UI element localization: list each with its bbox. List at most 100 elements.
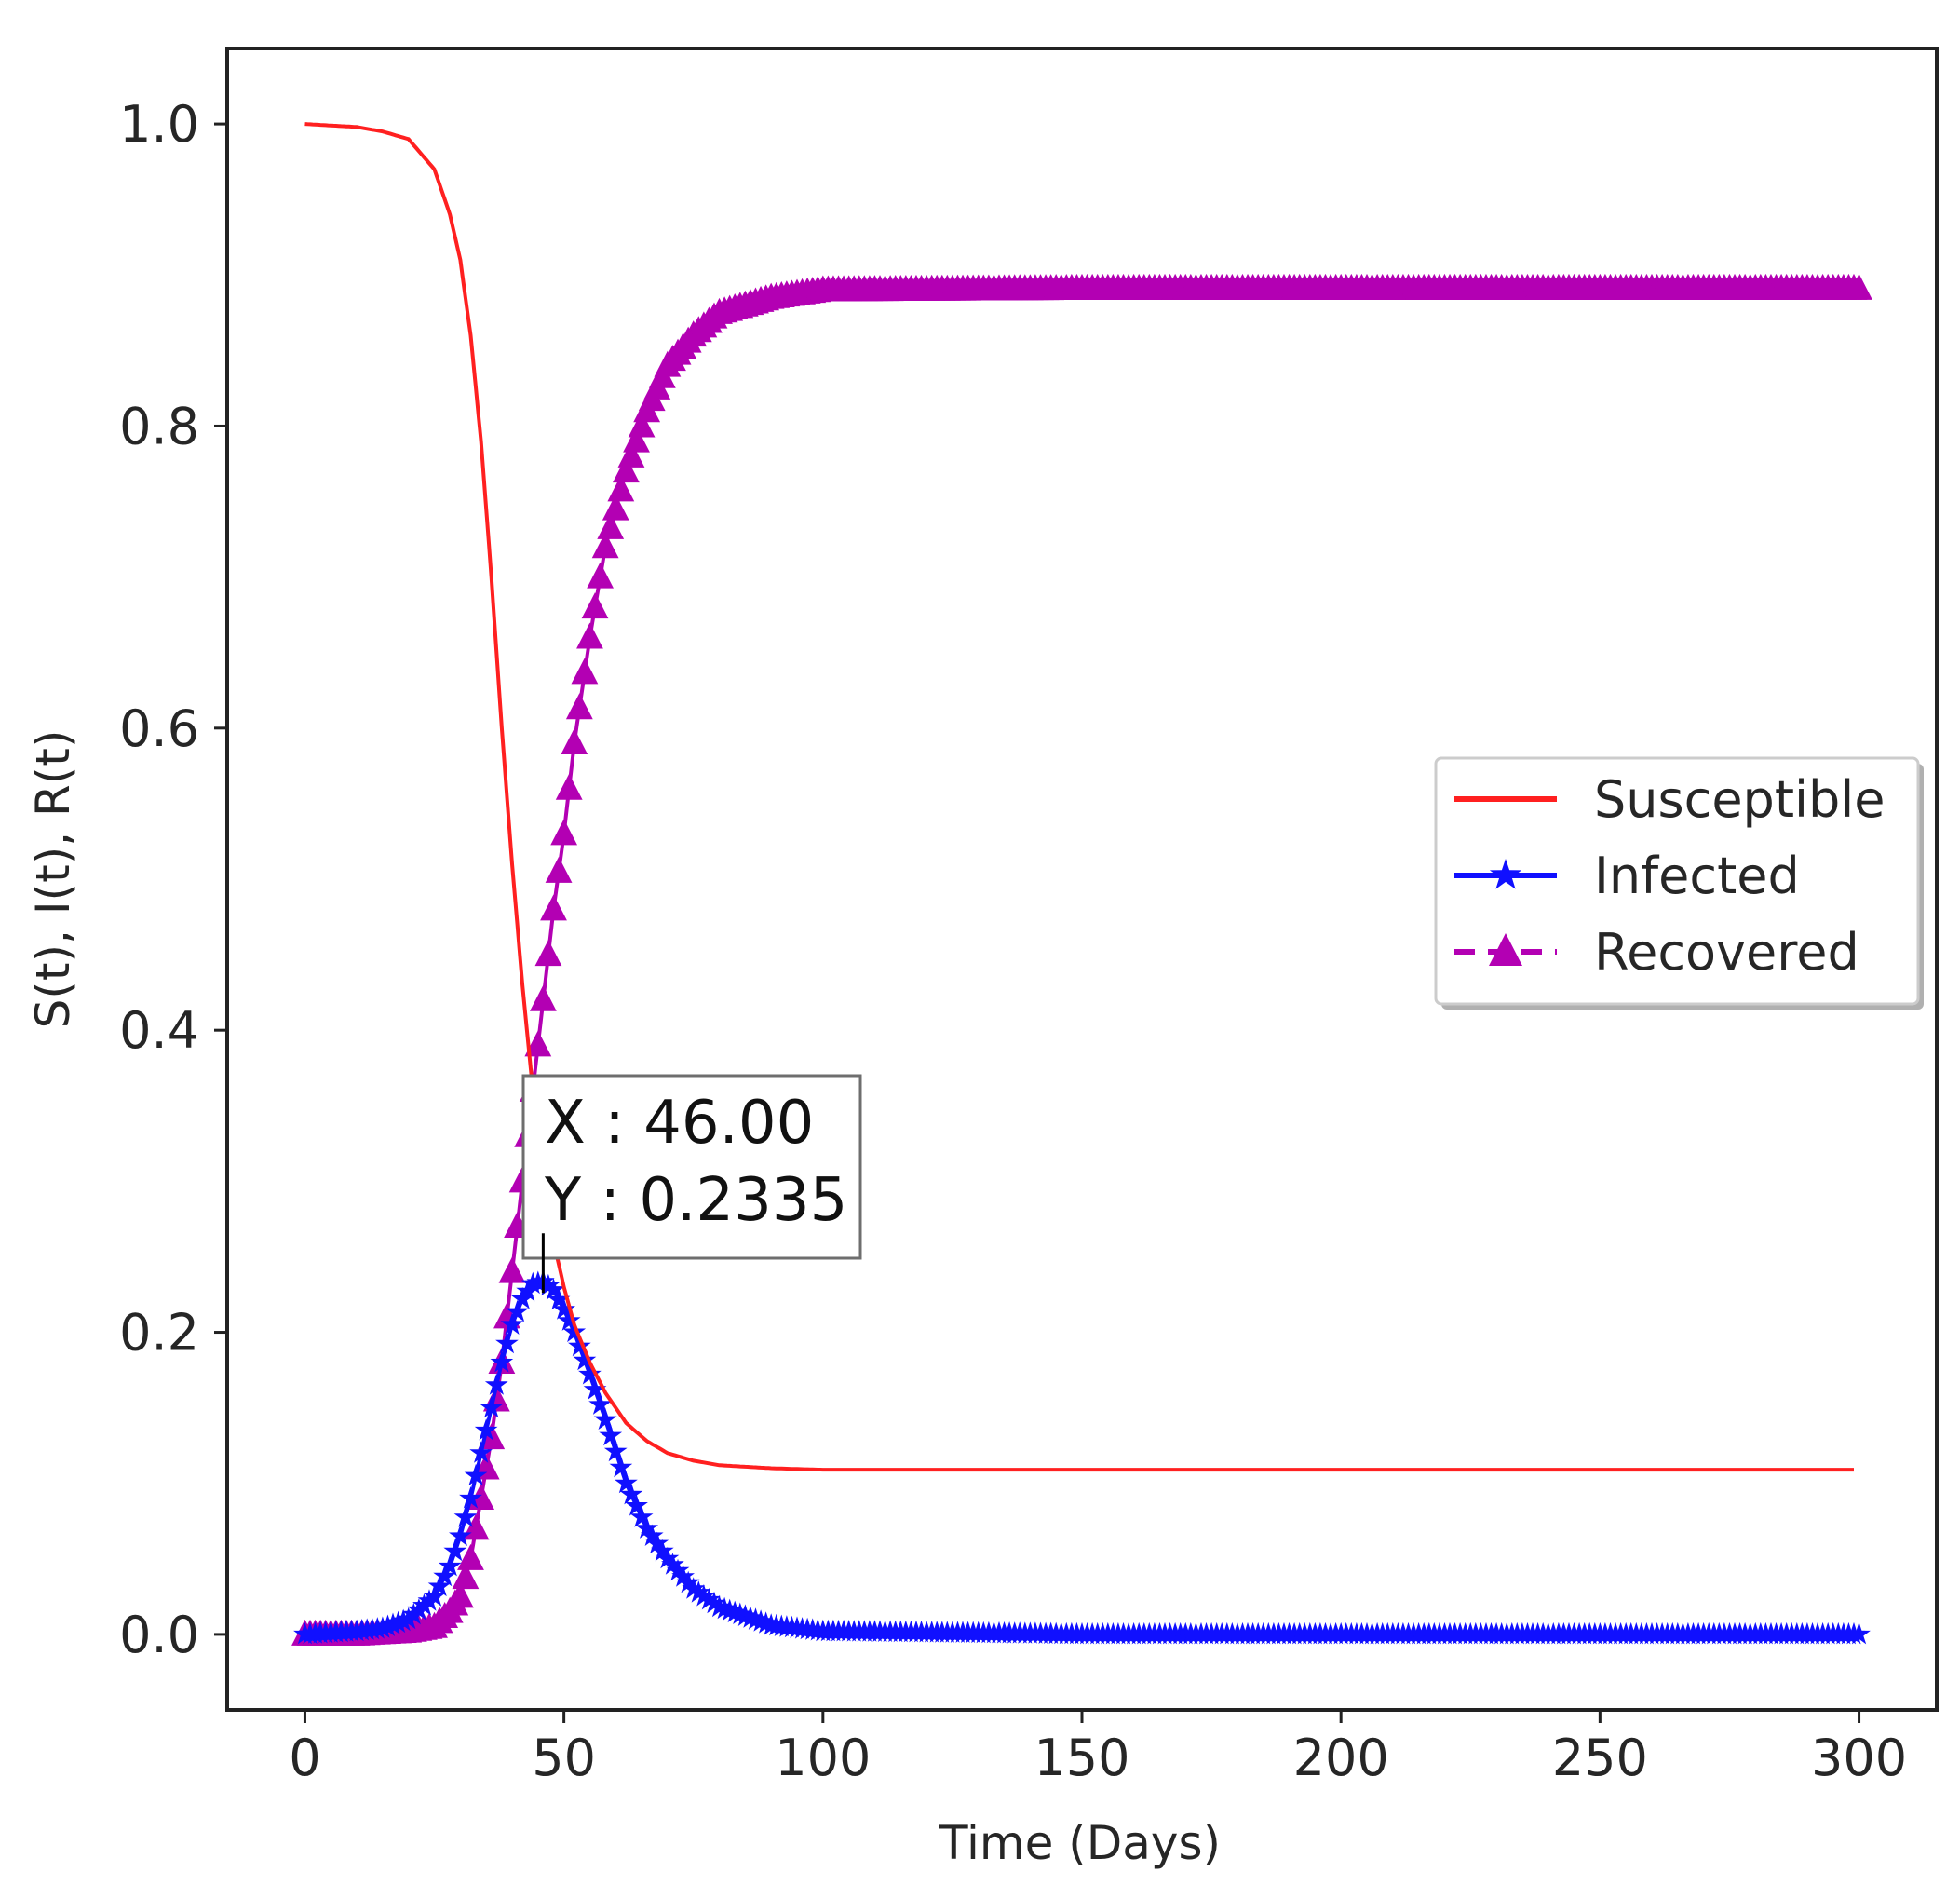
infected-point xyxy=(480,1395,504,1418)
series-line-infected xyxy=(304,1280,1859,1636)
x-tick-label: 250 xyxy=(1552,1729,1648,1787)
y-tick-label: 0.6 xyxy=(119,699,199,758)
infected-point xyxy=(547,1287,571,1310)
infected-point xyxy=(469,1441,493,1463)
x-tick-label: 0 xyxy=(289,1729,320,1787)
recovered-point xyxy=(581,592,609,619)
recovered-point xyxy=(591,532,619,559)
infected-point xyxy=(609,1455,633,1478)
x-tick-label: 300 xyxy=(1811,1729,1907,1787)
y-tick-label: 0.0 xyxy=(119,1606,199,1664)
infected-point xyxy=(568,1334,591,1357)
infected-point xyxy=(656,1546,680,1569)
x-tick-label: 150 xyxy=(1034,1729,1129,1787)
recovered-point xyxy=(576,622,603,649)
recovered-point xyxy=(623,426,650,453)
x-axis-label: Time (Days) xyxy=(939,1816,1221,1870)
infected-point xyxy=(397,1607,421,1630)
recovered-point xyxy=(457,1543,484,1570)
legend-item-infected: Infected xyxy=(1454,847,1800,905)
y-tick-label: 1.0 xyxy=(119,95,199,154)
infected-point xyxy=(702,1591,726,1614)
infected-point xyxy=(629,1505,654,1527)
infected-point xyxy=(588,1392,612,1415)
recovered-point xyxy=(561,728,588,755)
infected-point xyxy=(449,1524,472,1546)
legend-label: Recovered xyxy=(1594,923,1859,982)
infected-point xyxy=(427,1574,452,1597)
recovered-point xyxy=(545,856,573,883)
x-tick-label: 50 xyxy=(532,1729,596,1787)
infected-point xyxy=(490,1350,514,1373)
legend-items: Susceptible Infected Recovered xyxy=(1454,770,1886,982)
infected-point xyxy=(443,1539,467,1562)
infected-point xyxy=(552,1297,575,1320)
datatip-box xyxy=(521,1074,862,1260)
recovered-point xyxy=(1845,273,1872,300)
infected-point xyxy=(697,1587,721,1610)
infected-point xyxy=(666,1558,690,1581)
datatip-x-label: X : 46.00 xyxy=(545,1089,814,1158)
y-tick-label: 0.4 xyxy=(119,1001,199,1060)
recovered-point xyxy=(529,984,557,1011)
legend-triangle-marker xyxy=(1489,933,1522,966)
infected-point xyxy=(412,1593,436,1616)
recovered-point xyxy=(613,456,640,483)
infected-point xyxy=(557,1309,581,1331)
infected-point xyxy=(401,1602,426,1625)
infected-point xyxy=(671,1565,695,1587)
infected-point xyxy=(453,1505,478,1527)
legend-label: Infected xyxy=(1594,847,1800,905)
infected-point xyxy=(407,1598,431,1621)
y-tick-label: 0.8 xyxy=(119,397,199,455)
datatip: X : 46.00 Y : 0.2335 xyxy=(521,1074,862,1294)
recovered-point xyxy=(534,940,562,967)
x-tick-label: 100 xyxy=(775,1729,871,1787)
recovered-point xyxy=(587,562,614,589)
recovered-point xyxy=(550,819,578,846)
recovered-point xyxy=(617,441,645,468)
infected-point xyxy=(1847,1621,1871,1645)
recovered-point xyxy=(607,475,635,502)
legend: Susceptible Infected Recovered xyxy=(1434,756,1924,1010)
infected-point xyxy=(459,1485,482,1509)
infected-point xyxy=(573,1348,597,1371)
series-susceptible xyxy=(304,122,1854,1472)
infected-point xyxy=(500,1312,524,1335)
legend-item-recovered: Recovered xyxy=(1454,923,1859,982)
infected-point xyxy=(692,1584,716,1607)
infected-point xyxy=(661,1553,684,1575)
recovered-point xyxy=(524,1030,552,1057)
infected-point xyxy=(583,1377,607,1400)
legend-frame xyxy=(1434,756,1920,1006)
recovered-point xyxy=(555,773,583,800)
recovered-point xyxy=(498,1256,526,1283)
infected-point xyxy=(676,1570,700,1593)
infected-point xyxy=(651,1539,674,1562)
legend-label: Susceptible xyxy=(1594,770,1886,829)
legend-item-susceptible: Susceptible xyxy=(1454,770,1886,829)
recovered-point xyxy=(540,894,567,921)
recovered-point xyxy=(597,512,625,539)
x-tick-label: 200 xyxy=(1293,1729,1389,1787)
infected-point xyxy=(542,1278,565,1300)
series-line-susceptible xyxy=(304,122,1854,1472)
infected-point xyxy=(495,1331,519,1354)
datatip-y-label: Y : 0.2335 xyxy=(544,1166,847,1235)
infected-point xyxy=(536,1273,561,1296)
infected-point xyxy=(562,1320,587,1343)
infected-point xyxy=(423,1584,446,1607)
infected-point xyxy=(578,1363,602,1385)
y-axis-label: S(t), I(t), R(t) xyxy=(26,730,80,1029)
infected-point xyxy=(645,1531,669,1554)
recovered-point xyxy=(446,1581,474,1608)
x-axis: 0 50 100 150 200 250 300 xyxy=(289,1710,1907,1787)
recovered-point xyxy=(565,693,593,720)
infected-point xyxy=(603,1439,628,1462)
series-infected xyxy=(293,1269,1871,1645)
recovered-point xyxy=(452,1563,480,1590)
infected-point xyxy=(593,1407,617,1431)
infected-point xyxy=(506,1299,529,1322)
infected-point xyxy=(635,1516,658,1539)
infected-point xyxy=(433,1564,456,1587)
